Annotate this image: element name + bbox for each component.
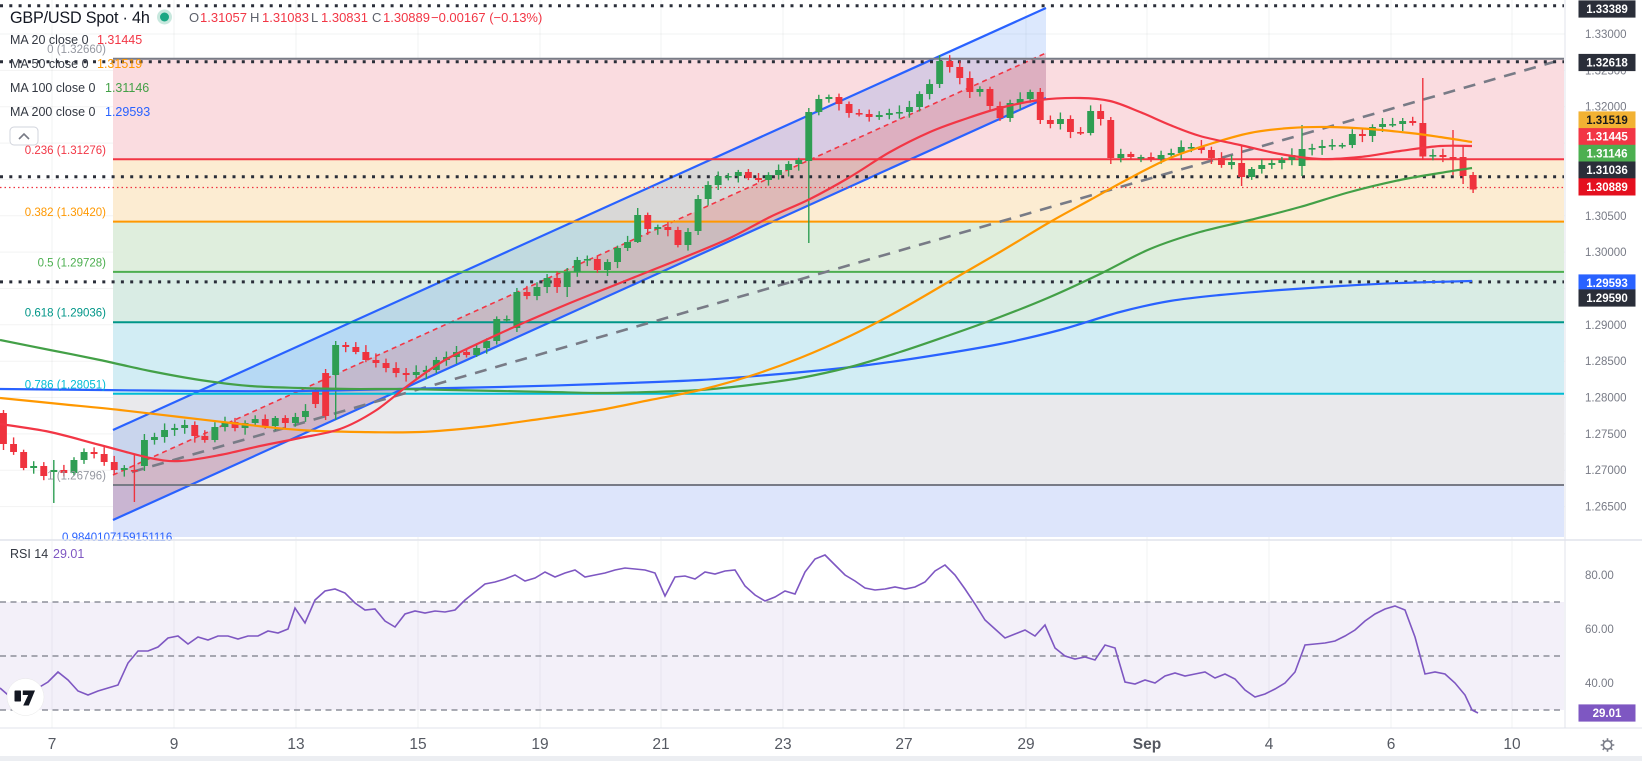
svg-text:MA 50 close 0: MA 50 close 0 (10, 57, 89, 71)
svg-text:19: 19 (531, 736, 548, 753)
svg-text:80.00: 80.00 (1585, 570, 1614, 582)
svg-text:1.31445: 1.31445 (1586, 132, 1628, 144)
svg-text:1.31036: 1.31036 (1586, 165, 1628, 177)
svg-text:1.30889: 1.30889 (383, 10, 430, 25)
svg-text:1.31146: 1.31146 (1587, 148, 1628, 160)
svg-text:RSI 14: RSI 14 (10, 547, 48, 561)
svg-text:1.29590: 1.29590 (1586, 293, 1628, 305)
svg-text:6: 6 (1387, 736, 1396, 753)
svg-text:1.33000: 1.33000 (1585, 29, 1627, 41)
svg-text:1.26500: 1.26500 (1585, 502, 1627, 514)
svg-text:1.31057: 1.31057 (200, 10, 247, 25)
svg-text:1.31445: 1.31445 (97, 33, 142, 47)
svg-text:1.29593: 1.29593 (1586, 278, 1628, 290)
svg-text:1.31083: 1.31083 (262, 10, 309, 25)
svg-text:0.618 (1.29036): 0.618 (1.29036) (25, 308, 106, 320)
svg-text:1.32618: 1.32618 (1586, 58, 1628, 70)
svg-text:1.27000: 1.27000 (1585, 465, 1627, 477)
svg-text:1.32000: 1.32000 (1585, 102, 1627, 114)
svg-text:60.00: 60.00 (1585, 624, 1614, 636)
svg-text:−0.00167 (−0.13%): −0.00167 (−0.13%) (431, 10, 542, 25)
svg-text:1 (1.26796): 1 (1.26796) (47, 471, 106, 483)
svg-text:MA 200 close 0: MA 200 close 0 (10, 105, 96, 119)
svg-text:MA 20 close 0: MA 20 close 0 (10, 33, 89, 47)
svg-text:10: 10 (1503, 736, 1521, 753)
svg-text:O: O (189, 10, 199, 25)
svg-text:27: 27 (895, 736, 912, 753)
svg-text:0.382 (1.30420): 0.382 (1.30420) (25, 207, 106, 219)
svg-text:21: 21 (652, 736, 669, 753)
svg-text:MA 100 close 0: MA 100 close 0 (10, 81, 96, 95)
svg-text:40.00: 40.00 (1585, 678, 1614, 690)
svg-text:7: 7 (48, 736, 57, 753)
svg-text:23: 23 (774, 736, 791, 753)
svg-text:C: C (372, 10, 381, 25)
svg-text:1.33389: 1.33389 (1586, 4, 1628, 16)
svg-text:0.786 (1.28051): 0.786 (1.28051) (25, 379, 106, 391)
svg-text:1.31519: 1.31519 (1586, 115, 1628, 127)
svg-text:9: 9 (170, 736, 179, 753)
svg-text:0.236 (1.31276): 0.236 (1.31276) (25, 145, 106, 157)
svg-text:GBP/USD Spot · 4h: GBP/USD Spot · 4h (10, 9, 150, 27)
svg-text:1.30889: 1.30889 (1586, 182, 1628, 194)
svg-text:H: H (250, 10, 259, 25)
svg-text:29: 29 (1017, 736, 1034, 753)
svg-text:Sep: Sep (1133, 736, 1161, 753)
svg-text:1.30500: 1.30500 (1585, 211, 1627, 223)
svg-text:L: L (311, 10, 318, 25)
svg-text:29.01: 29.01 (1593, 708, 1622, 720)
svg-text:1.29593: 1.29593 (105, 105, 150, 119)
svg-text:1.27500: 1.27500 (1585, 429, 1627, 441)
svg-text:0 (1.32660): 0 (1.32660) (47, 44, 106, 56)
svg-text:4: 4 (1265, 736, 1274, 753)
svg-text:1.30000: 1.30000 (1585, 247, 1627, 259)
svg-text:1.31519: 1.31519 (97, 57, 142, 71)
svg-text:29.01: 29.01 (53, 547, 84, 561)
svg-text:15: 15 (409, 736, 426, 753)
svg-text:13: 13 (287, 736, 304, 753)
svg-text:1.28000: 1.28000 (1585, 393, 1627, 405)
svg-text:0.9840107159151116: 0.9840107159151116 (62, 532, 172, 544)
svg-text:1.31146: 1.31146 (105, 81, 149, 95)
svg-text:0.5 (1.29728): 0.5 (1.29728) (38, 257, 107, 269)
svg-text:1.30831: 1.30831 (321, 10, 368, 25)
svg-text:1.29000: 1.29000 (1585, 320, 1627, 332)
svg-text:1.28500: 1.28500 (1585, 356, 1627, 368)
